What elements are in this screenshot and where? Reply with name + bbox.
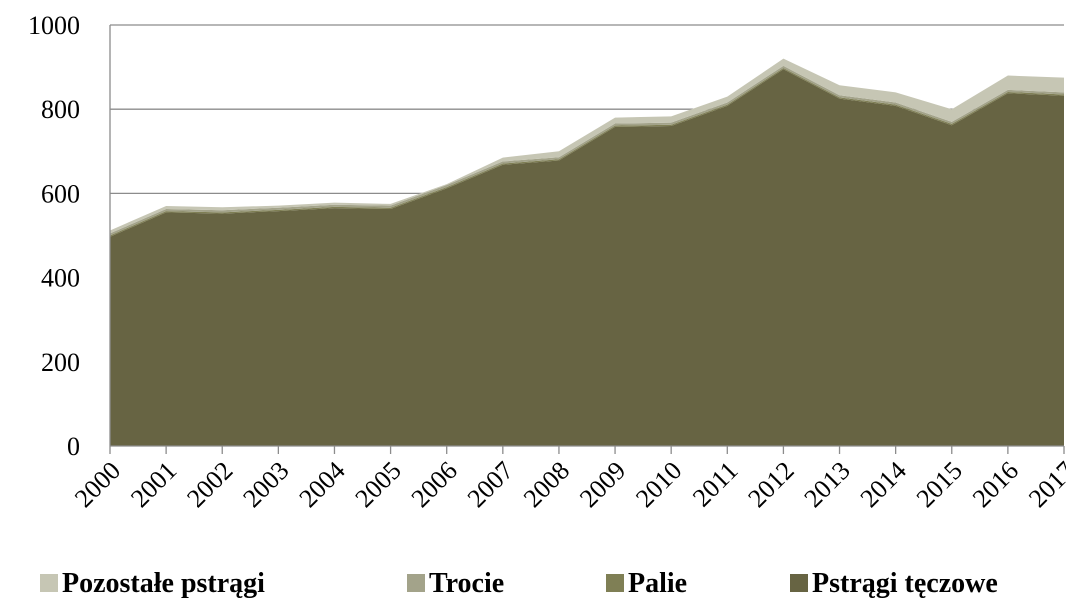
x-tick-label: 2012	[742, 456, 799, 513]
legend-label: Palie	[628, 568, 687, 599]
y-tick-label: 0	[67, 432, 80, 461]
legend-swatch	[407, 574, 425, 592]
x-tick-label: 2008	[518, 456, 575, 513]
x-tick-label: 2013	[798, 456, 855, 513]
y-tick-label: 200	[41, 348, 80, 377]
x-tick-label: 2003	[237, 456, 294, 513]
x-tick-label: 2004	[293, 456, 350, 513]
x-tick-label: 2016	[967, 456, 1024, 513]
x-tick-label: 2007	[462, 456, 519, 513]
x-tick-label: 2002	[181, 456, 238, 513]
legend-swatch	[790, 574, 808, 592]
y-tick-label: 800	[41, 95, 80, 124]
x-tick-label: 2014	[855, 456, 912, 513]
y-tick-label: 400	[41, 264, 80, 293]
x-tick-label: 2009	[574, 456, 631, 513]
legend-label: Pozostałe pstrągi	[62, 568, 265, 599]
x-tick-label: 2017	[1023, 456, 1066, 513]
area	[110, 69, 1064, 446]
legend-label: Pstrągi tęczowe	[812, 568, 998, 599]
x-tick-label: 2005	[350, 456, 407, 513]
legend-swatch	[606, 574, 624, 592]
y-tick-label: 600	[41, 179, 80, 208]
x-tick-label: 2010	[630, 456, 687, 513]
legend-swatch	[40, 574, 58, 592]
x-tick-label: 2011	[687, 456, 744, 513]
x-tick-label: 2015	[911, 456, 968, 513]
legend-label: Trocie	[429, 568, 504, 599]
x-tick-label: 2001	[125, 456, 182, 513]
x-tick-label: 2006	[406, 456, 463, 513]
x-tick-label: 2000	[69, 456, 126, 513]
y-tick-label: 1000	[28, 11, 80, 40]
